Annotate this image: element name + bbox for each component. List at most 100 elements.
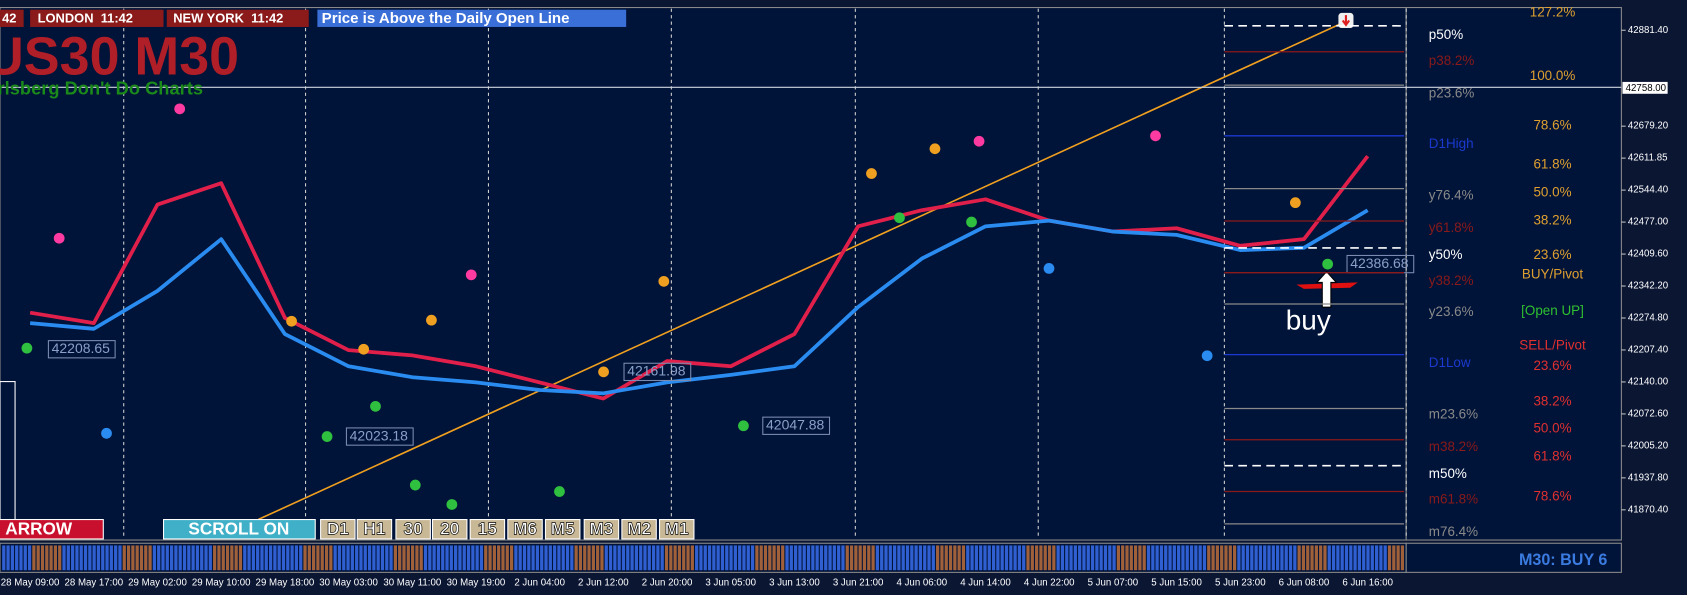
signal-cell — [1000, 545, 1004, 571]
signal-cell — [785, 545, 789, 571]
signal-cell — [458, 545, 462, 571]
signal-cell — [733, 545, 737, 571]
signal-dot — [929, 143, 941, 155]
signal-cell — [1030, 545, 1034, 571]
signal-cell — [359, 545, 363, 571]
signal-cell — [182, 545, 187, 571]
signal-cell — [479, 545, 484, 571]
signal-cell — [828, 545, 832, 571]
moving-average — [29, 154, 1370, 401]
signal-cell — [983, 545, 987, 571]
signal-cell — [1065, 545, 1069, 571]
signal-cell — [1181, 545, 1185, 571]
signal-cell — [1112, 545, 1116, 571]
signal-cell — [1349, 545, 1353, 571]
scroll-button[interactable] — [162, 519, 316, 540]
timeframe-label[interactable]: 15 — [477, 518, 498, 539]
price-label: 42023.18 — [350, 427, 408, 443]
signal-dot — [658, 275, 670, 287]
signal-cell — [690, 545, 694, 571]
signal-cell — [294, 545, 299, 571]
clock: NEW YORK 11:42 — [173, 10, 283, 25]
timeframe-button[interactable] — [507, 519, 543, 540]
arrow-button-label[interactable]: ARROW — [5, 518, 73, 538]
signal-cell — [987, 545, 991, 571]
y-tick-label: 42207.40 — [1628, 345, 1669, 356]
timeframe-label[interactable]: 20 — [440, 518, 460, 539]
x-tick-label: 2 Jun 20:00 — [642, 578, 693, 589]
x-tick-label: 4 Jun 22:00 — [1024, 578, 1075, 589]
signal-cell — [1099, 545, 1103, 571]
signal-cell — [1129, 545, 1133, 571]
signal-cell — [367, 545, 372, 571]
signal-cell — [591, 545, 595, 571]
timeframe-button[interactable] — [469, 519, 506, 540]
timeframe-button[interactable] — [431, 519, 468, 540]
signal-cell — [1250, 545, 1254, 571]
fib-level: m50% — [1429, 466, 1467, 481]
arrow-button[interactable] — [0, 519, 104, 540]
signal-cell — [639, 545, 643, 571]
signal-cell — [1280, 545, 1284, 571]
timeframe-button[interactable] — [621, 519, 657, 540]
signal-cell — [380, 545, 385, 571]
timeframe-label[interactable]: M1 — [664, 518, 689, 539]
timeframe-label[interactable]: 30 — [403, 518, 423, 539]
signal-cell — [600, 545, 604, 571]
subtitle: Carlsberg Don't Do Charts — [0, 77, 203, 98]
price-label: 42386.68 — [1350, 255, 1408, 271]
signal-cell — [312, 545, 316, 571]
timeframe-button[interactable] — [356, 519, 393, 540]
fib-level: y61.8% — [1429, 220, 1474, 235]
signal-cell — [1306, 545, 1310, 571]
signal-cell — [927, 545, 931, 571]
signal-cell — [875, 545, 880, 571]
signal-cell — [583, 545, 587, 571]
signal-cell — [488, 545, 492, 571]
clock-box — [166, 9, 309, 27]
timeframe-button[interactable] — [320, 519, 356, 540]
timeframe-label[interactable]: M3 — [589, 518, 614, 539]
timeframe-button[interactable] — [544, 519, 581, 540]
signal-cell — [656, 545, 660, 571]
signal-cell — [746, 545, 750, 571]
symbol-title: US30 M30 — [0, 27, 239, 87]
timeframe-button[interactable] — [658, 519, 695, 540]
signal-cell — [742, 545, 746, 571]
signal-cell — [126, 545, 131, 571]
timeframe-button[interactable] — [395, 519, 431, 540]
timeframe-button[interactable] — [583, 519, 620, 540]
scroll-button-label[interactable]: SCROLL ON — [188, 518, 289, 538]
signal-cell — [974, 545, 978, 571]
signal-box — [1405, 542, 1622, 573]
x-tick-label: 30 May 19:00 — [447, 578, 506, 589]
x-tick-label: 4 Jun 06:00 — [897, 578, 948, 589]
buy-label: buy — [1286, 305, 1331, 336]
signal-cell — [1353, 545, 1357, 571]
signal-dot — [465, 269, 477, 281]
timeframe-label[interactable]: M5 — [550, 518, 575, 539]
signal-cell — [1400, 545, 1405, 571]
signal-cell — [36, 545, 40, 571]
timeframe-label[interactable]: M6 — [513, 518, 538, 539]
timeframe-label[interactable]: H1 — [363, 518, 386, 539]
signal-cell — [1374, 545, 1379, 571]
timeframe-label[interactable]: M2 — [627, 518, 652, 539]
signal-cell — [251, 545, 255, 571]
signal-dot — [321, 431, 333, 442]
signal-cell — [858, 545, 862, 571]
signal-dot — [370, 400, 381, 412]
x-tick-label: 2 Jun 04:00 — [514, 578, 565, 589]
signal-cell — [880, 545, 884, 571]
timeframe-label[interactable]: D1 — [327, 518, 350, 539]
signal-cell — [1108, 545, 1112, 571]
signal-cell — [376, 545, 380, 571]
signal-cell — [630, 545, 634, 571]
signal-dot — [409, 479, 421, 491]
signal-cell — [944, 545, 948, 571]
signal-cell — [1370, 545, 1374, 571]
price-axis — [1405, 7, 1622, 541]
signal-cell — [1271, 545, 1275, 571]
signal-dot — [966, 216, 977, 228]
signal-dot — [174, 103, 186, 115]
